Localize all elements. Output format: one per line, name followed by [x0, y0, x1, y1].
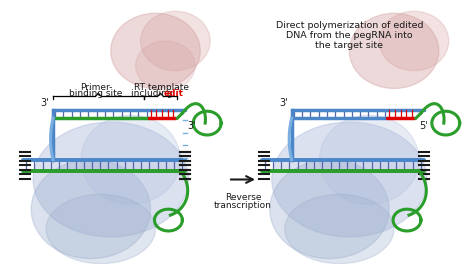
Ellipse shape [111, 13, 200, 89]
Ellipse shape [379, 11, 449, 71]
Text: RT template: RT template [135, 82, 190, 91]
Text: transcription: transcription [214, 201, 272, 210]
Text: the target site: the target site [315, 41, 383, 50]
Text: Direct polymerization of edited: Direct polymerization of edited [275, 21, 423, 30]
Ellipse shape [33, 122, 188, 237]
Ellipse shape [46, 194, 155, 264]
Ellipse shape [319, 115, 419, 204]
Ellipse shape [272, 122, 427, 237]
Ellipse shape [81, 115, 180, 204]
Ellipse shape [285, 194, 394, 264]
Ellipse shape [270, 160, 389, 259]
Text: DNA from the pegRNA into: DNA from the pegRNA into [286, 31, 413, 40]
Text: 3': 3' [187, 121, 196, 131]
Ellipse shape [136, 41, 195, 90]
Text: edit: edit [164, 90, 184, 99]
Text: including: including [131, 90, 175, 99]
Ellipse shape [349, 13, 439, 89]
Ellipse shape [31, 160, 151, 259]
Text: binding site: binding site [69, 90, 122, 99]
Text: 3': 3' [279, 98, 288, 108]
Ellipse shape [141, 11, 210, 71]
Text: 5': 5' [419, 121, 428, 131]
Text: Primer-: Primer- [80, 82, 112, 91]
Text: 3': 3' [40, 98, 49, 108]
Text: Reverse: Reverse [225, 193, 261, 202]
